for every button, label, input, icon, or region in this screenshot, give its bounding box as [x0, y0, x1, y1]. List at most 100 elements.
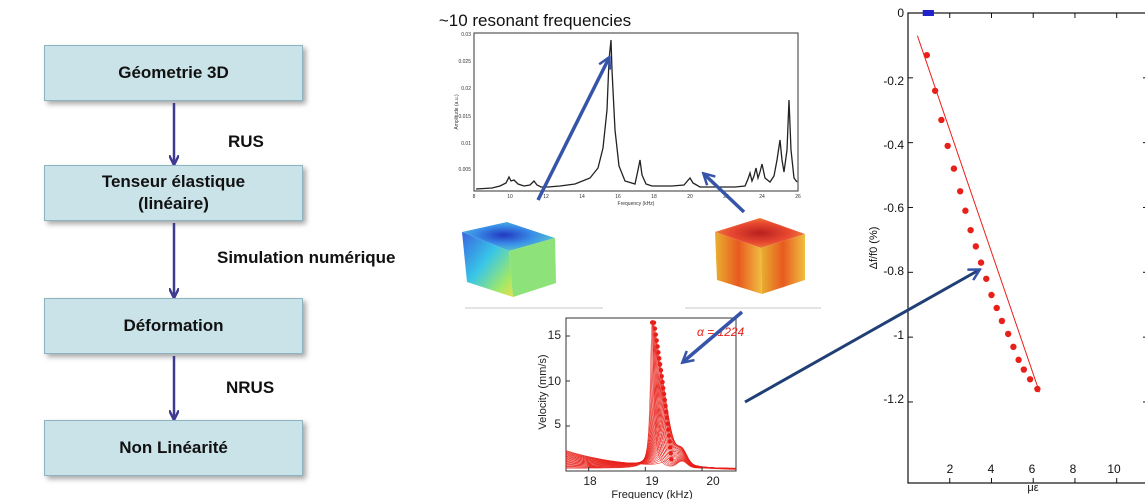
strain-yticks: 0 -0.2 -0.4 -0.6 -0.8 -1 -1.2: [883, 6, 904, 406]
strain-data-point: [998, 317, 1006, 325]
velocity-peak-point: [661, 391, 667, 397]
arrow-to-peak-14khz: [536, 58, 609, 201]
strain-data-point: [1015, 356, 1022, 364]
mode-shape-red: [715, 218, 805, 294]
strain-data-point: [983, 275, 990, 282]
strain-data-point: [950, 165, 958, 172]
spectrum-xtick: 20: [687, 194, 693, 200]
strain-xtick: 8: [1070, 462, 1077, 476]
strain-xlabel: με: [1027, 482, 1038, 494]
spectrum-xtick: 8: [473, 194, 476, 200]
velocity-peak-point: [661, 385, 666, 391]
velocity-peak-point: [659, 373, 664, 379]
strain-data-point: [923, 51, 930, 59]
velocity-peak-point: [651, 320, 657, 325]
velocity-peak-point: [656, 350, 661, 355]
spectrum-title: ~10 resonant frequencies: [439, 11, 631, 30]
velocity-peak-point: [654, 338, 659, 343]
spectrum-ytick: 0.03: [461, 32, 471, 38]
velocity-peak-point: [660, 379, 665, 385]
strain-xtick: 2: [947, 462, 954, 476]
spectrum-ytick: 0.005: [458, 167, 471, 173]
velocity-curve: [565, 450, 737, 470]
velocity-xtick: 20: [706, 474, 720, 488]
arrow-to-peak-19khz: [704, 174, 746, 214]
velocity-xlabel: Frequency (kHz): [611, 489, 692, 499]
spectrum-ytick: 0.01: [461, 141, 471, 147]
spectrum-ytick: 0.025: [458, 59, 471, 65]
strain-ytick: -0.6: [883, 201, 904, 215]
strain-data-point: [962, 207, 969, 214]
velocity-curve: [565, 449, 736, 470]
arrow-to-resonance-shift: [683, 310, 744, 362]
spectrum-xtick: 14: [579, 194, 585, 200]
box-tenseur: Tenseur élastique (linéaire): [44, 165, 303, 221]
velocity-peak-point: [667, 445, 673, 450]
strain-data-point: [956, 188, 964, 195]
strain-ytick: -0.4: [883, 138, 904, 152]
velocity-xticks: 18 19 20: [583, 474, 720, 488]
strain-fit-line: [916, 35, 1040, 393]
spectrum-ytick: 0.015: [458, 114, 471, 120]
velocity-peak-point: [658, 368, 664, 373]
velocity-peak-point: [666, 433, 672, 438]
strain-data-point: [988, 291, 995, 299]
strain-reference-point: [927, 10, 934, 16]
velocity-ytick: 10: [548, 374, 562, 388]
box-non-linearite-label: Non Linéarité: [119, 438, 228, 457]
strain-data-point: [972, 243, 980, 250]
strain-data-point: [1026, 376, 1034, 383]
strain-xtick: 4: [988, 462, 995, 476]
velocity-peak-point: [657, 362, 663, 367]
velocity-ytick: 5: [554, 417, 561, 431]
velocity-yticks: 5 10 15: [548, 328, 562, 431]
box-non-linearite: Non Linéarité: [44, 420, 303, 476]
box-deformation-label: Déformation: [123, 316, 224, 335]
strain-ytick: -1: [893, 328, 904, 342]
velocity-peak-point: [663, 403, 668, 409]
strain-ytick: 0: [897, 6, 904, 20]
strain-xtick: 6: [1029, 462, 1036, 476]
spectrum-xticks: 8 10 12 14 16 18 20 22 24 26: [473, 194, 801, 200]
strain-data-point: [1034, 385, 1041, 393]
velocity-peak-point: [662, 397, 667, 403]
strain-data-point: [1004, 330, 1012, 338]
strain-data-point: [1020, 366, 1028, 373]
spectrum-xtick: 10: [507, 194, 513, 200]
velocity-ytick: 15: [548, 328, 562, 342]
spectrum-yticks: 0.005 0.01 0.015 0.02 0.025 0.03: [458, 32, 471, 173]
strain-data-point: [993, 304, 1000, 312]
strain-reference-point: [922, 10, 929, 16]
strain-ticks: [908, 12, 1145, 483]
velocity-peak-point: [664, 409, 669, 414]
velocity-xtick: 18: [583, 474, 597, 488]
strain-xtick: 10: [1107, 462, 1121, 476]
spectrum-ylabel: Amplitude (a.u.): [454, 94, 460, 130]
arrow-to-strain-chart: [744, 270, 979, 404]
strain-data-point: [1010, 343, 1017, 351]
velocity-peak-point: [667, 439, 672, 444]
velocity-peak-point: [657, 356, 662, 361]
velocity-curves: [565, 320, 737, 471]
spectrum-ytick: 0.02: [461, 86, 471, 92]
box-geometrie: Géometrie 3D: [44, 45, 303, 101]
spectrum-xtick: 24: [759, 194, 765, 200]
strain-xticks: 2 4 6 8 10: [947, 462, 1121, 476]
velocity-peak-point: [668, 451, 674, 456]
velocity-peak-point: [664, 415, 670, 420]
strain-ylabel: Δf/f0 (%): [868, 227, 880, 270]
velocity-peak-point: [665, 421, 670, 426]
strain-ytick: -0.8: [883, 264, 904, 278]
label-nrus: NRUS: [226, 378, 275, 397]
velocity-ylabel: Velocity (mm/s): [537, 354, 549, 429]
spectrum-xtick: 16: [615, 194, 621, 200]
box-geometrie-label: Géometrie 3D: [118, 63, 229, 82]
velocity-peak-point: [666, 427, 671, 432]
mode-shape-blue: [462, 222, 556, 297]
strain-data-point: [944, 142, 951, 150]
label-simulation: Simulation numérique: [217, 248, 396, 267]
strain-chart: 0 -0.2 -0.4 -0.6 -0.8 -1 -1.2 2 4 6 8 10…: [868, 6, 1145, 494]
strain-data-point: [977, 259, 985, 266]
label-rus: RUS: [228, 132, 264, 151]
